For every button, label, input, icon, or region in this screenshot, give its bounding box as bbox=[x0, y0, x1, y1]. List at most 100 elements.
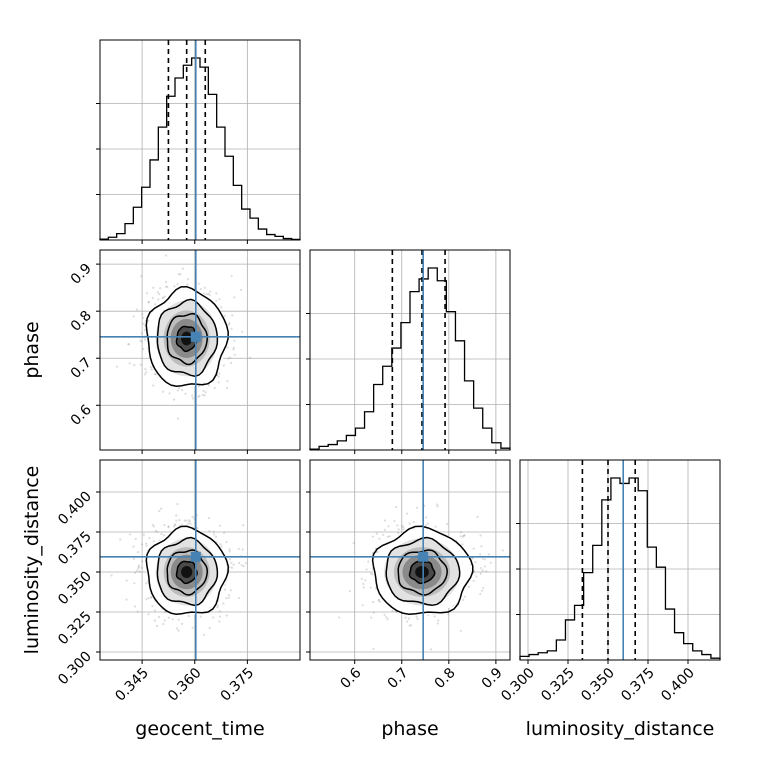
sample-point bbox=[385, 616, 388, 619]
sample-point bbox=[167, 526, 170, 529]
sample-point bbox=[143, 338, 147, 341]
sample-point bbox=[183, 519, 186, 522]
sample-point bbox=[215, 292, 218, 295]
sample-point bbox=[162, 296, 165, 299]
sample-point bbox=[127, 343, 130, 346]
sample-point bbox=[176, 417, 179, 420]
sample-point bbox=[143, 328, 146, 331]
sample-point bbox=[481, 589, 484, 592]
sample-point bbox=[145, 371, 148, 374]
y-tick-label-luminosity_distance: 0.325 bbox=[55, 609, 95, 649]
sample-point bbox=[386, 535, 389, 538]
sample-point bbox=[157, 615, 161, 619]
sample-point bbox=[188, 520, 191, 523]
sample-point bbox=[186, 283, 189, 286]
sample-point bbox=[167, 616, 170, 619]
sample-point bbox=[402, 526, 405, 529]
sample-point bbox=[219, 543, 222, 546]
sample-point bbox=[230, 361, 233, 365]
sample-point bbox=[145, 598, 148, 601]
sample-point bbox=[374, 587, 377, 590]
sample-point bbox=[125, 598, 128, 601]
sample-point bbox=[213, 533, 216, 536]
sample-point bbox=[150, 368, 153, 371]
sample-point bbox=[362, 582, 365, 586]
sample-point bbox=[178, 387, 181, 390]
sample-point bbox=[150, 596, 153, 599]
sample-point bbox=[215, 299, 218, 302]
y-axis-label-luminosity_distance: luminosity_distance bbox=[21, 466, 43, 655]
sample-point bbox=[156, 530, 159, 534]
sample-point bbox=[481, 557, 484, 560]
sample-point bbox=[473, 569, 476, 572]
sample-point bbox=[191, 626, 194, 629]
sample-point bbox=[140, 543, 143, 546]
sample-point bbox=[470, 557, 474, 560]
x-axis-label-luminosity_distance: luminosity_distance bbox=[526, 718, 715, 740]
sample-point bbox=[191, 397, 195, 400]
sample-point bbox=[150, 596, 153, 599]
sample-point bbox=[198, 394, 201, 397]
sample-point bbox=[173, 523, 176, 526]
sample-point bbox=[410, 624, 413, 627]
sample-point bbox=[207, 384, 210, 387]
sample-point bbox=[484, 565, 487, 568]
sample-point bbox=[152, 525, 155, 528]
sample-point bbox=[233, 339, 236, 342]
sample-point bbox=[176, 503, 179, 506]
sample-point bbox=[129, 533, 132, 536]
sample-point bbox=[223, 588, 226, 591]
sample-point bbox=[222, 364, 225, 367]
sample-point bbox=[137, 567, 140, 570]
sample-point bbox=[139, 339, 142, 342]
y-tick-label-luminosity_distance: 0.350 bbox=[55, 569, 95, 609]
sample-point bbox=[133, 363, 136, 367]
x-tick-label-phase: 0.7 bbox=[385, 665, 412, 692]
sample-point bbox=[424, 524, 428, 527]
sample-point bbox=[175, 519, 178, 522]
sample-point bbox=[223, 314, 226, 317]
sample-point bbox=[217, 375, 220, 378]
sample-point bbox=[187, 522, 190, 525]
sample-point bbox=[489, 561, 492, 564]
panel-phase_vs_geocent_time bbox=[100, 250, 300, 450]
sample-point bbox=[159, 287, 162, 290]
sample-point bbox=[136, 551, 140, 554]
sample-point bbox=[207, 292, 210, 295]
sample-point bbox=[203, 286, 206, 289]
sample-point bbox=[168, 392, 171, 395]
sample-point bbox=[209, 290, 212, 293]
sample-point bbox=[139, 363, 142, 366]
sample-point bbox=[173, 285, 176, 288]
sample-point bbox=[197, 282, 200, 285]
sample-point bbox=[480, 545, 483, 548]
sample-point bbox=[231, 314, 234, 317]
sample-point bbox=[240, 288, 243, 291]
sample-point bbox=[174, 524, 177, 527]
sample-point bbox=[184, 392, 187, 395]
sample-point bbox=[145, 582, 148, 585]
sample-point bbox=[485, 570, 488, 573]
sample-point bbox=[148, 536, 151, 540]
sample-point bbox=[391, 609, 394, 612]
sample-point bbox=[479, 567, 482, 570]
sample-point bbox=[397, 528, 400, 531]
sample-point bbox=[461, 543, 464, 546]
sample-point bbox=[208, 530, 211, 533]
sample-point bbox=[407, 617, 410, 620]
sample-point bbox=[153, 619, 156, 622]
sample-point bbox=[172, 525, 176, 528]
sample-point bbox=[226, 387, 229, 390]
sample-point bbox=[151, 523, 154, 527]
sample-point bbox=[132, 557, 135, 561]
sample-point bbox=[171, 618, 174, 621]
sample-point bbox=[248, 356, 251, 359]
sample-point bbox=[415, 615, 418, 618]
sample-point bbox=[153, 372, 156, 376]
sample-point bbox=[147, 301, 150, 304]
panel-frame-luminosity_distance_vs_geocent_time bbox=[99, 459, 301, 661]
sample-point bbox=[242, 565, 245, 568]
sample-point bbox=[216, 604, 219, 607]
sample-point bbox=[377, 599, 380, 602]
